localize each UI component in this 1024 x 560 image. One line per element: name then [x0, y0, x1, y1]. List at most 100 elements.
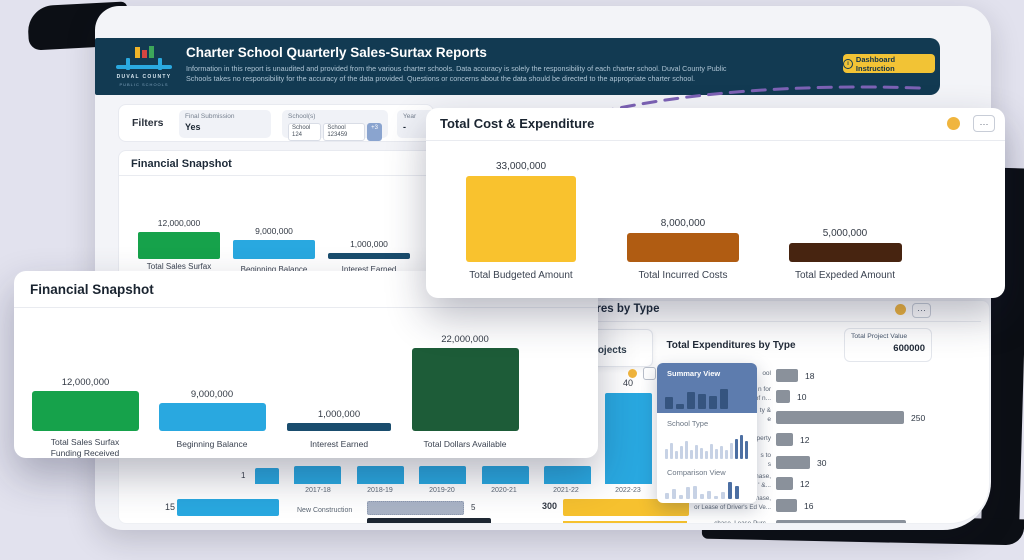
total-project-value-box: Total Project Value 600000	[844, 328, 932, 362]
year-label: 2017-18	[305, 487, 331, 494]
exp-bar-4	[776, 433, 793, 446]
filter-final-submission[interactable]: Final Submission Yes	[179, 110, 271, 138]
status-dot-icon	[895, 304, 906, 315]
year-bar-2018-19	[357, 466, 404, 484]
dashboard-instruction-button[interactable]: i Dashboard Instruction	[843, 54, 935, 73]
bar-value: 1,000,000	[350, 239, 388, 249]
row-value-300: 300	[541, 501, 557, 511]
projects-toggle-label: Projects	[587, 345, 627, 356]
exp-bar-2-value: 10	[797, 392, 807, 402]
year-label: 2021-22	[553, 487, 579, 494]
row-bar-yellow-2	[563, 521, 687, 523]
card-title: Financial Snapshot	[30, 282, 154, 297]
bar-label-line2: Funding Received	[50, 448, 120, 458]
bar-value: 5,000,000	[822, 228, 868, 239]
exp-bar-5	[776, 456, 810, 469]
row-bar-navy	[367, 518, 491, 523]
bar-total-budgeted	[466, 176, 576, 262]
bar-value: 9,000,000	[190, 389, 234, 400]
dropdown-item-label: Summary View	[667, 369, 721, 378]
dashboard-instruction-label: Dashboard Instruction	[855, 54, 896, 73]
school-chip-1[interactable]: School 124	[288, 123, 322, 141]
year-bar-2022-23	[605, 393, 652, 484]
exp-bar-6-value: 12	[800, 479, 810, 489]
bar-label: Beginning Balance	[240, 265, 308, 274]
exp-row-label: ool	[762, 370, 771, 377]
dropdown-item-comparison-view[interactable]: Comparison View	[657, 463, 757, 503]
bar-value: 1,000,000	[317, 409, 361, 420]
row-bar-blue	[177, 499, 279, 516]
exp-row-label: chase, Lease-Purc...	[714, 520, 771, 524]
bar-interest-earned	[287, 423, 391, 431]
header-description-line1: Information in this report is unaudited …	[186, 64, 727, 73]
year-label: 2020-21	[491, 487, 517, 494]
dropdown-item-school-type[interactable]: School Type	[657, 413, 757, 463]
bar-label: Total Expeded Amount	[794, 270, 896, 281]
exp-bar-8	[776, 520, 906, 523]
year-label: 2018-19	[367, 487, 393, 494]
comparison-view-minichart-icon	[665, 481, 739, 499]
status-dot-icon	[947, 117, 960, 130]
bar-beginning-balance	[233, 240, 315, 259]
panel-menu-button[interactable]: ⋯	[912, 303, 931, 318]
year-bar-2017-18	[294, 466, 341, 484]
bar-total-sales-surtax	[138, 232, 220, 259]
filter-final-submission-value: Yes	[185, 122, 201, 132]
header-description-line2: Schools takes no responsibility for the …	[186, 74, 696, 83]
info-icon: i	[843, 58, 853, 69]
exp-bar-3	[776, 411, 904, 424]
bar-beginning-balance	[159, 403, 266, 431]
bar-label: Interest Earned	[309, 439, 369, 449]
total-project-value: 600000	[893, 343, 925, 354]
summary-view-minichart-icon	[665, 385, 728, 409]
row-value-5: 5	[471, 503, 476, 512]
year-bar-2020-21	[482, 466, 529, 484]
logo-text-line2: PUBLIC SCHOOLS	[119, 82, 169, 87]
legend-dot-icon	[628, 369, 637, 378]
bar-label-line1: Total Sales Surfax	[50, 437, 120, 447]
total-cost-expenditure-card: Total Cost & Expenditure ⋯ 33,000,000 8,…	[426, 108, 1005, 298]
district-logo: DUVAL COUNTY PUBLIC SCHOOLS	[112, 44, 176, 90]
bar-total-incurred	[627, 233, 739, 262]
exp-bar-1-value: 18	[805, 371, 815, 381]
year-label: 2019-20	[429, 487, 455, 494]
exp-bar-7	[776, 499, 797, 512]
logo-text-line1: DUVAL COUNTY	[116, 74, 172, 80]
app-header: DUVAL COUNTY PUBLIC SCHOOLS Charter Scho…	[95, 38, 940, 95]
bar-value: 12,000,000	[61, 377, 110, 388]
exp-bar-7-value: 16	[804, 501, 814, 511]
filter-schools[interactable]: School(s) School 124 School 123459 +3	[282, 110, 388, 141]
legend-checkbox[interactable]	[643, 367, 656, 380]
row-bar-yellow-1	[563, 499, 689, 516]
card-title: Total Cost & Expenditure	[440, 116, 595, 131]
bar-label: Interest Earned	[341, 265, 397, 274]
exp-row-label: perty	[756, 435, 771, 442]
row-label-new-construction: New Construction	[297, 507, 353, 514]
bar-total-dollars-available	[412, 348, 519, 431]
exp-bar-6	[776, 477, 793, 490]
dropdown-item-label: Comparison View	[667, 468, 726, 477]
card-menu-button[interactable]: ⋯	[973, 115, 995, 132]
bar-value: 22,000,000	[441, 334, 489, 345]
financial-snapshot-card: Financial Snapshot 12,000,000 9,000,000 …	[14, 271, 598, 458]
bar-value: 12,000,000	[157, 218, 201, 228]
bar-value-1: 1	[241, 471, 246, 480]
page-title: Charter School Quarterly Sales-Surtax Re…	[186, 45, 487, 60]
dropdown-item-summary-view[interactable]: Summary View	[657, 363, 757, 413]
exp-row-label: hase,	[755, 473, 771, 480]
bar-value: 9,000,000	[255, 226, 293, 236]
filter-final-submission-label: Final Submission	[185, 113, 235, 120]
school-chip-2[interactable]: School 123459	[323, 123, 366, 141]
year-bar-small	[255, 468, 279, 484]
row-bar-gray	[367, 501, 464, 515]
view-switcher-dropdown: Summary View School Type Comparison View	[657, 363, 757, 503]
dashed-accent-curve	[598, 85, 922, 114]
year-label: 2022-23	[615, 487, 641, 494]
exp-bar-3-value: 250	[911, 413, 926, 423]
row-value-15: 15	[164, 502, 175, 512]
school-more-badge[interactable]: +3	[367, 123, 382, 141]
filter-year-value: -	[403, 122, 406, 132]
bar-value: 8,000,000	[660, 218, 706, 229]
year-bar-2021-22	[544, 466, 591, 484]
